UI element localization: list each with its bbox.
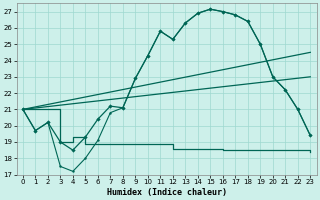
X-axis label: Humidex (Indice chaleur): Humidex (Indice chaleur) — [107, 188, 227, 197]
